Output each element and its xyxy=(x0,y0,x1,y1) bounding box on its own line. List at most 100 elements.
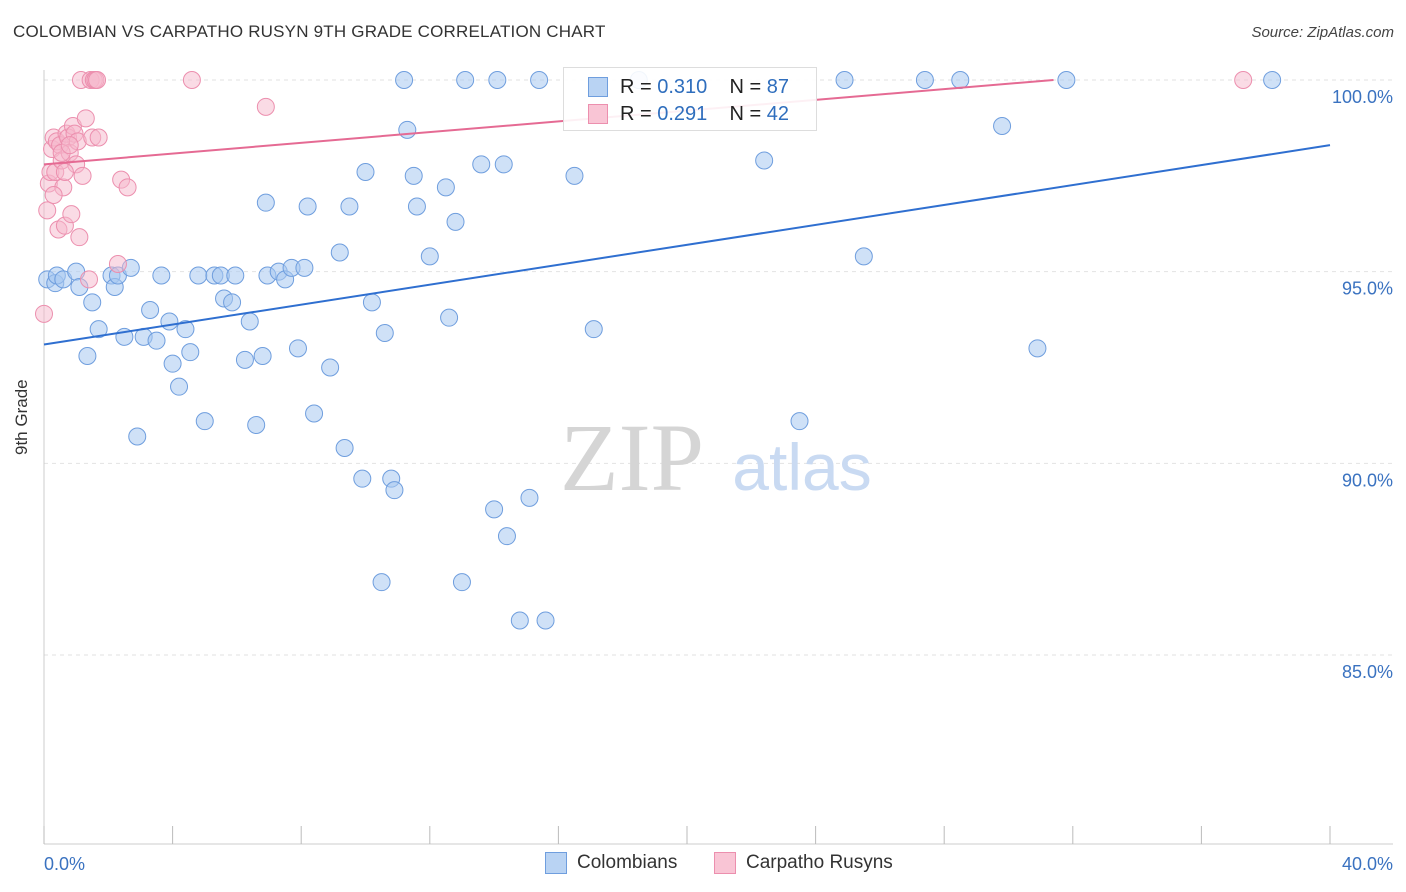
colombians-point xyxy=(520,488,539,507)
colombians-point xyxy=(288,339,307,358)
colombians-point xyxy=(163,354,182,373)
colombians-point xyxy=(584,320,603,339)
colombians-point xyxy=(835,71,854,89)
colombians-point xyxy=(247,416,266,434)
colombians-point xyxy=(181,343,200,362)
rusyns-point xyxy=(182,71,201,89)
colombians-point xyxy=(78,347,97,365)
colombians-point xyxy=(951,71,970,89)
colombians-point xyxy=(854,247,873,266)
rusyns-point xyxy=(88,71,107,89)
chart-title: COLOMBIAN VS CARPATHO RUSYN 9TH GRADE CO… xyxy=(13,22,606,41)
x-tick-label-min: 0.0% xyxy=(44,854,85,874)
legend-n-colombians: 87 xyxy=(766,75,790,98)
colombians-point xyxy=(510,611,529,630)
colombians-point xyxy=(189,266,208,285)
rusyns-point xyxy=(62,205,81,224)
legend-n-label: N = xyxy=(729,75,762,98)
colombians-point xyxy=(436,178,455,197)
colombians-point xyxy=(223,293,242,312)
stats-legend: R = 0.310 N = 87 R = 0.291 N = 42 xyxy=(563,67,817,131)
colombians-point xyxy=(141,301,160,319)
colombians-point xyxy=(420,247,439,266)
bottom-label-rusyns: Carpatho Rusyns xyxy=(746,852,893,873)
colombians-point xyxy=(472,155,491,174)
colombians-point xyxy=(152,266,171,285)
colombians-point xyxy=(147,331,166,350)
legend-item-colombians[interactable]: Colombians xyxy=(545,852,677,874)
rusyns-point xyxy=(108,255,127,273)
colombians-point xyxy=(375,324,394,342)
y-tick-label: 95.0% xyxy=(1342,279,1393,299)
rusyns-point xyxy=(80,270,99,289)
colombians-point xyxy=(89,320,108,339)
colombians-point xyxy=(1263,71,1282,89)
colombians-point xyxy=(385,481,404,500)
colombians-point xyxy=(330,243,349,262)
colombians-point xyxy=(497,527,516,546)
bottom-swatch-rusyns xyxy=(714,852,736,874)
colombians-point xyxy=(446,212,465,231)
colombians-point xyxy=(395,71,414,89)
colombians-point xyxy=(1057,71,1076,89)
rusyns-point xyxy=(89,128,108,147)
watermark-zip: ZIP xyxy=(560,404,704,511)
bottom-swatch-colombians xyxy=(545,852,567,874)
legend-row-colombians: R = 0.310 N = 87 xyxy=(588,74,789,100)
colombians-points xyxy=(38,71,1282,630)
tick-labels: 85.0% 90.0% 95.0% 100.0% 0.0% 40.0% xyxy=(44,87,1393,874)
colombians-point xyxy=(456,71,475,89)
colombians-point xyxy=(295,258,314,277)
y-tick-label: 100.0% xyxy=(1332,87,1393,107)
legend-swatch-rusyns xyxy=(588,104,608,124)
colombians-point xyxy=(440,308,459,327)
legend-r-rusyns: 0.291 xyxy=(657,102,708,125)
colombians-point xyxy=(340,197,359,216)
trend-lines xyxy=(43,79,1331,346)
watermark: ZIP atlas xyxy=(560,404,872,511)
legend-r-colombians: 0.310 xyxy=(657,75,708,98)
colombians-point xyxy=(170,377,189,396)
rusyns-point xyxy=(44,186,63,204)
legend-item-rusyns[interactable]: Carpatho Rusyns xyxy=(714,852,893,874)
colombians-point xyxy=(356,163,375,181)
rusyns-points xyxy=(35,71,1253,323)
colombians-point xyxy=(256,193,275,212)
colombians-point xyxy=(353,469,372,488)
colombians-point xyxy=(565,166,584,185)
colombians-point xyxy=(253,347,272,365)
colombians-point xyxy=(321,358,340,377)
legend-row-rusyns: R = 0.291 N = 42 xyxy=(588,101,789,127)
y-tick-label: 90.0% xyxy=(1342,470,1393,490)
colombians-point xyxy=(83,293,102,312)
rusyns-point xyxy=(76,109,95,128)
rusyns-point xyxy=(70,228,89,247)
bottom-label-colombians: Colombians xyxy=(577,852,678,873)
colombians-point xyxy=(1028,339,1047,358)
rusyns-point xyxy=(35,304,53,323)
rusyns-point xyxy=(1234,71,1253,89)
colombians-point xyxy=(362,293,381,312)
x-tick-label-max: 40.0% xyxy=(1342,854,1393,874)
colombians-point xyxy=(407,197,426,216)
colombians-point xyxy=(160,312,179,331)
colombians-point xyxy=(128,427,147,446)
rusyns-point xyxy=(60,136,79,155)
colombians-point xyxy=(993,117,1012,135)
colombians-point xyxy=(195,412,214,431)
watermark-atlas: atlas xyxy=(732,430,871,504)
colombians-point xyxy=(298,197,317,216)
rusyns-point xyxy=(256,97,275,116)
colombians-point xyxy=(404,166,423,185)
legend-n-label: N = xyxy=(729,102,762,125)
legend-n-rusyns: 42 xyxy=(766,102,790,125)
legend-r-label: R = xyxy=(620,75,652,98)
rusyns-point xyxy=(38,201,57,220)
colombians-trend-line xyxy=(43,144,1331,346)
colombians-point xyxy=(488,71,507,89)
rusyns-point xyxy=(55,163,74,181)
colombians-point xyxy=(372,573,391,592)
y-tick-label: 85.0% xyxy=(1342,662,1393,682)
rusyns-point xyxy=(73,166,92,185)
